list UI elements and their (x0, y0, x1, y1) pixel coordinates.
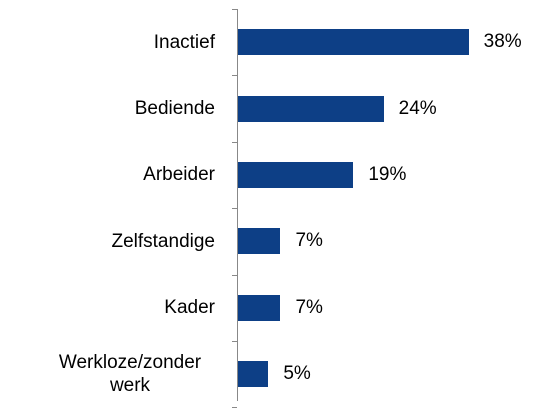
category-label: Inactief (0, 9, 215, 75)
bar (238, 361, 269, 388)
bar (238, 228, 281, 255)
bar (238, 95, 384, 122)
category-label: Arbeider (0, 142, 215, 208)
category-label: Werkloze/zonder werk (0, 341, 215, 407)
category-label: Kader (0, 275, 215, 341)
category-text: Zelfstandige (111, 230, 215, 252)
axis-line (237, 9, 238, 401)
axis-tick (232, 341, 237, 342)
value-label: 7% (295, 296, 323, 318)
axis-tick (232, 75, 237, 77)
axis-tick (232, 9, 237, 10)
bar (238, 29, 469, 56)
value-label: 38% (483, 31, 522, 53)
category-text: Inactief (153, 31, 215, 53)
axis-tick (232, 141, 237, 143)
category-text: Kader (164, 297, 215, 319)
category-label: Zelfstandige (0, 208, 215, 274)
bar (238, 162, 354, 188)
bar (238, 294, 281, 321)
axis-tick (232, 274, 237, 276)
category-text: Arbeider (143, 164, 215, 186)
value-label: 24% (398, 97, 437, 119)
value-label: 5% (283, 363, 311, 385)
axis-tick (232, 208, 237, 210)
value-label: 19% (368, 164, 407, 185)
category-label: Bediende (0, 75, 215, 141)
value-label: 7% (295, 230, 323, 252)
category-text: Bediende (134, 98, 215, 120)
category-text: Werkloze/zonder werk (58, 352, 202, 397)
